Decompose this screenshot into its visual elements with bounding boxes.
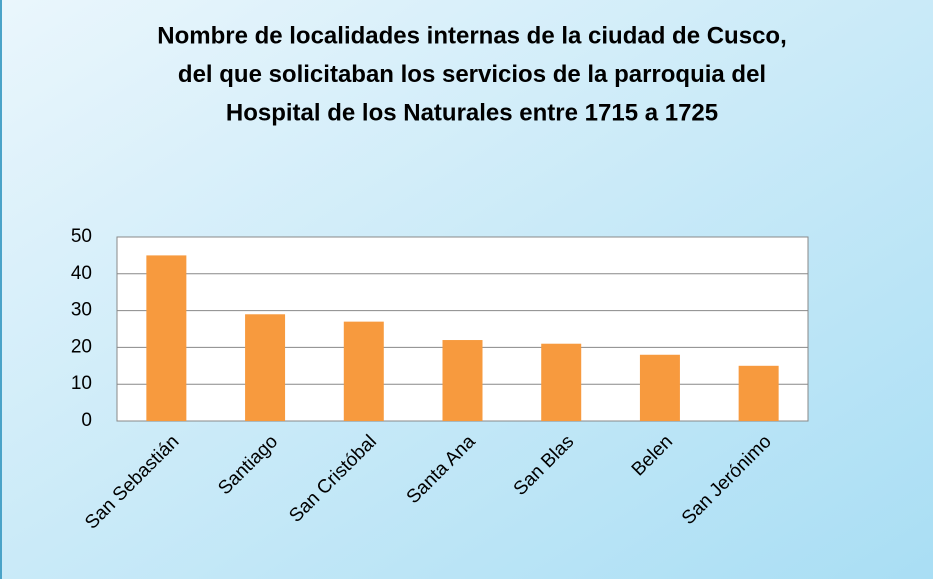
bar [245, 314, 286, 421]
y-tick-label: 40 [71, 263, 92, 284]
bar [442, 340, 483, 421]
bar [738, 365, 779, 421]
chart-title: Nombre de localidades internas de la ciu… [157, 22, 787, 49]
y-tick-label: 0 [81, 410, 92, 431]
y-tick-label: 30 [71, 300, 92, 321]
chart-title: Hospital de los Naturales entre 1715 a 1… [226, 99, 718, 126]
y-tick-label: 50 [71, 226, 92, 247]
chart-title: del que solicitaban los servicios de la … [178, 61, 766, 88]
y-tick-label: 20 [71, 336, 92, 357]
bar [639, 354, 680, 421]
bar [541, 343, 582, 421]
y-tick-label: 10 [71, 373, 92, 394]
bar [343, 321, 384, 421]
bar [146, 255, 187, 421]
